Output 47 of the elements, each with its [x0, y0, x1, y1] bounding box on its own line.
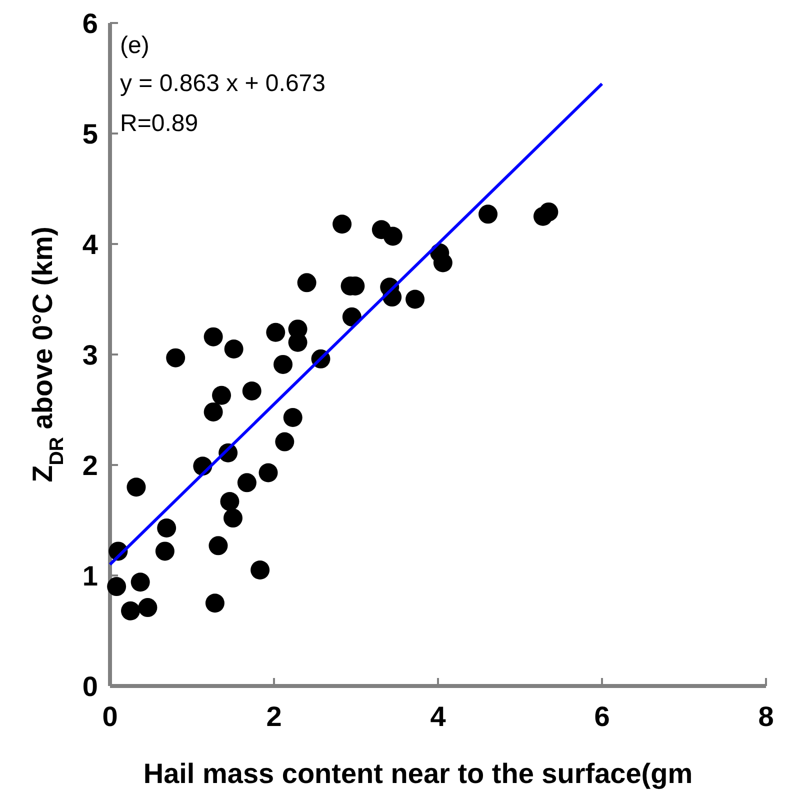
point [237, 473, 256, 492]
y-tick-label: 4 [82, 228, 98, 260]
point [250, 560, 270, 580]
point [266, 322, 286, 342]
x-tick-label: 4 [430, 701, 446, 732]
point [539, 202, 558, 222]
y-tick-label: 6 [82, 8, 98, 39]
point [107, 577, 126, 596]
point [126, 478, 146, 497]
point [204, 402, 223, 422]
y-tick-label: 1 [82, 560, 98, 592]
point [157, 518, 176, 538]
point [283, 408, 302, 427]
point [275, 432, 294, 452]
point [138, 598, 158, 618]
y-tick-label: 2 [82, 450, 98, 481]
point [220, 492, 240, 511]
y-tick-label: 3 [82, 339, 98, 370]
point [155, 542, 174, 561]
y-tick-label: 5 [82, 118, 98, 150]
x-tick-label: 0 [102, 701, 118, 732]
annotation: (e) [120, 32, 150, 59]
point [406, 290, 425, 309]
x-axis-title: Hail mass content near to the surface(gm [143, 758, 693, 789]
point [332, 214, 352, 234]
point [205, 594, 224, 613]
y-tick-label: 0 [82, 670, 98, 702]
point [224, 339, 244, 358]
point [258, 463, 278, 482]
point [433, 253, 452, 272]
point [204, 327, 223, 346]
annotation: y = 0.863 x + 0.673 [120, 70, 326, 97]
point [274, 354, 293, 374]
point [121, 601, 140, 620]
point [478, 204, 498, 224]
x-tick-label: 8 [758, 701, 774, 732]
point [208, 536, 228, 556]
x-tick-label: 6 [594, 701, 610, 732]
point [130, 572, 150, 592]
point [212, 386, 232, 405]
point [224, 508, 242, 528]
point [242, 381, 262, 400]
point [166, 348, 186, 368]
annotation: R=0.89 [120, 110, 198, 137]
x-tick-label: 2 [266, 701, 282, 732]
point [297, 273, 316, 292]
point [383, 226, 402, 246]
